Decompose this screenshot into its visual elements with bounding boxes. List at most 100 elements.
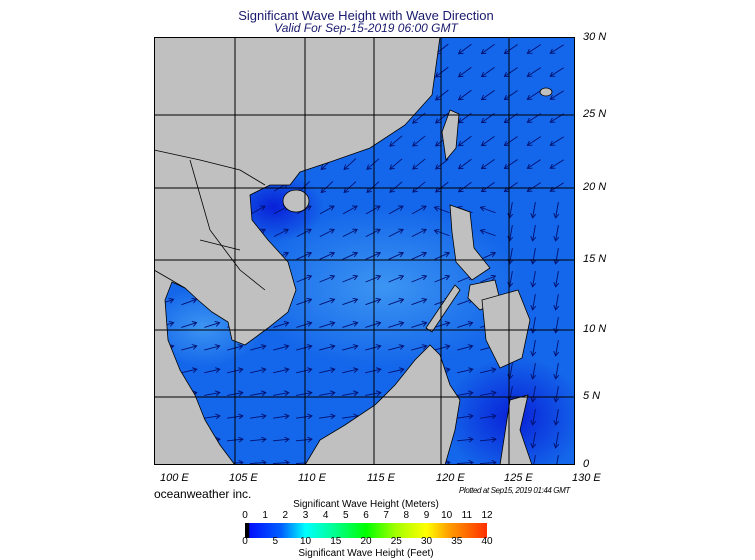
wave-direction-arrow [273,346,288,351]
land-okinawa [539,87,553,97]
wave-direction-arrow [556,432,559,448]
wave-direction-arrow [533,225,536,241]
graticule [154,37,575,465]
legend-tick: 5 [343,510,349,521]
land-borneo [304,344,461,465]
wave-direction-arrow [533,294,536,310]
wave-direction-arrow [388,323,403,328]
latitude-label: 20 N [583,181,607,193]
wave-direction-arrow [319,276,335,283]
longitude-label: 105 E [229,472,258,484]
wave-direction-arrow [342,206,357,215]
wave-direction-arrow [481,43,495,53]
legend-tick: 6 [363,510,369,521]
land-luzon [449,204,491,281]
wave-direction-arrow [556,294,559,310]
legend-tick: 9 [423,510,430,521]
wave-direction-arrow [390,181,403,192]
wave-direction-arrow [411,299,426,306]
wave-direction-arrow [319,206,334,215]
chart-subtitle: Valid For Sep-15-2019 06:00 GMT [274,21,458,35]
wave-direction-arrow [481,66,495,76]
wave-direction-arrow [436,158,449,169]
wave-direction-arrow [504,136,518,145]
wave-direction-arrow [510,248,513,264]
wave-direction-arrow [342,323,357,328]
wave-direction-arrow [436,66,449,77]
wave-direction-arrow [434,207,450,214]
wave-direction-arrow [181,346,196,351]
wave-direction-arrow [249,439,266,441]
wave-direction-arrow [273,416,289,418]
wave-direction-arrow [411,206,426,215]
wave-direction-arrow [365,253,381,260]
wave-direction-arrow [550,159,565,169]
wave-direction-arrow [481,158,495,168]
wave-direction-arrow [365,369,381,374]
wave-direction-arrow [434,230,450,237]
wave-direction-arrow [459,66,472,77]
wave-direction-arrow [479,439,496,441]
wave-direction-arrow [556,225,559,241]
credit-text: oceanweather inc. [154,487,252,501]
wave-direction-arrow [342,416,358,418]
wave-direction-arrow [481,135,495,145]
wave-direction-arrow [319,416,335,418]
wave-direction-arrow [365,276,381,283]
longitude-label: 125 E [504,472,533,484]
legend-tick: 0 [242,536,248,547]
wave-direction-arrow [296,299,311,306]
latitude-label: 30 N [583,31,607,43]
wave-direction-arrow [527,182,541,192]
wave-direction-arrow [527,136,541,146]
wave-direction-arrow [481,89,495,99]
wave-direction-arrow [181,369,197,374]
latitude-label: 5 N [583,390,601,402]
legend-tick: 2 [282,510,289,521]
wave-direction-arrow [533,340,536,356]
wave-direction-arrow [510,271,513,287]
wave-direction-arrow [411,276,427,283]
wave-direction-arrow [342,229,357,237]
wave-direction-arrow [550,182,565,192]
longitude-label: 100 E [160,472,189,484]
latitude-label: 10 N [583,323,607,335]
wave-direction-arrow [342,276,358,283]
wave-direction-arrow [550,44,565,54]
wave-direction-arrow [550,67,565,77]
wave-direction-arrow [321,181,334,192]
wave-direction-arrow [296,346,311,351]
land-mainland-asia [154,37,441,465]
wave-direction-arrow [365,206,380,215]
wave-direction-arrow [388,369,404,374]
wave-direction-arrow [556,455,559,465]
wave-direction-arrow [479,462,496,463]
wave-direction-arrow [344,181,357,193]
latitude-label: 25 N [583,108,607,120]
plotted-timestamp: Plotted at Sep15, 2019 01:44 GMT [459,486,570,495]
legend-tick: 8 [403,510,410,521]
wave-direction-arrow [272,462,289,463]
wave-direction-arrow [459,43,472,54]
wave-direction-arrow [434,323,449,328]
wave-direction-arrow [556,386,559,402]
wave-direction-arrow [296,416,312,418]
longitude-label: 115 E [367,472,395,484]
wave-direction-arrow [342,299,357,306]
wave-direction-arrow [249,462,266,463]
wave-direction-arrow [527,44,541,54]
land-sulawesi [499,394,533,465]
wave-direction-arrow [365,323,380,328]
wave-direction-arrow [365,393,381,396]
wave-direction-arrow [480,207,496,214]
wave-direction-arrow [456,462,473,463]
wave-direction-arrow [204,393,220,396]
land [154,37,553,465]
wave-direction-arrow [480,253,496,260]
wave-direction-arrow [204,369,220,374]
legend-feet-title: Significant Wave Height (Feet) [298,548,434,559]
wave-direction-arrow [459,181,472,192]
wave-direction-arrow [533,363,536,379]
wave-direction-arrow [388,206,403,215]
wave-direction-arrow [533,409,536,425]
